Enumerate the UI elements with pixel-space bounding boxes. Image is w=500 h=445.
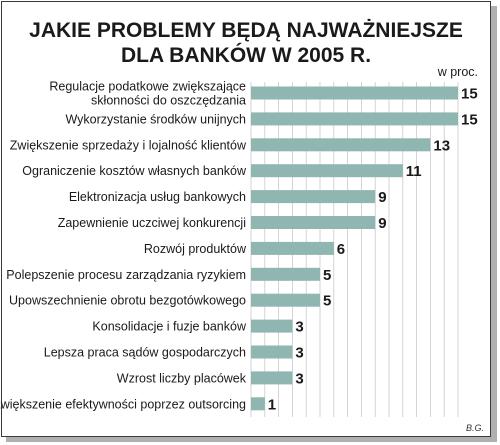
category-label: Zwiększenie sprzedaży i lojalność klient… (10, 138, 247, 152)
bar (251, 112, 458, 126)
category-label: Lepsza praca sądów gospodarczych (44, 346, 246, 360)
chart-frame (1, 1, 491, 437)
value-label: 15 (461, 86, 478, 103)
chart-title-line-2: DLA BANKÓW W 2005 R. (121, 43, 371, 67)
bar (251, 293, 320, 307)
bar (251, 86, 458, 100)
category-label: Regulacje podatkowe zwiększające (49, 80, 246, 94)
unit-label: w proc. (437, 65, 478, 79)
value-label: 1 (268, 396, 276, 413)
bar (251, 267, 320, 281)
bar (251, 216, 376, 229)
value-label: 9 (378, 189, 386, 206)
value-label: 9 (378, 215, 386, 232)
chart-title: JAKIE PROBLEMY BĘDĄ NAJWAŻNIEJSZE DLA BA… (29, 19, 463, 67)
value-label: 3 (295, 319, 303, 336)
category-label: Konsolidacje i fuzje banków (92, 320, 247, 334)
bar (251, 241, 334, 255)
category-label: skłonności do oszczędzania (91, 94, 246, 108)
bar (251, 164, 403, 178)
category-label: Zwiększenie efektywności poprzez outsorc… (0, 397, 246, 411)
author-credit: B.G. (466, 423, 484, 433)
value-label: 15 (461, 111, 478, 128)
category-label: Zapewnienie uczciwej konkurencji (58, 216, 246, 230)
value-label: 6 (337, 241, 345, 258)
value-label: 5 (323, 267, 331, 284)
value-label: 3 (295, 345, 303, 362)
bars (251, 86, 458, 411)
bar (251, 371, 293, 385)
value-label: 5 (323, 293, 331, 310)
category-label: Rozwój produktów (144, 242, 247, 256)
bar (251, 138, 431, 152)
bar (251, 190, 376, 204)
category-labels: Regulacje podatkowe zwiększająceskłonnoś… (0, 80, 247, 412)
category-label: Upowszechnienie obrotu bezgotówkowego (9, 294, 246, 308)
bar (251, 345, 293, 359)
chart-title-line-1: JAKIE PROBLEMY BĘDĄ NAJWAŻNIEJSZE (29, 19, 463, 42)
category-label: Ograniczenie kosztów własnych banków (22, 164, 247, 178)
category-label: Wzrost liczby placówek (117, 371, 247, 385)
bar (251, 397, 265, 411)
value-label: 13 (433, 137, 450, 154)
value-label: 11 (406, 163, 422, 180)
value-label: 3 (295, 370, 303, 387)
category-label: Elektronizacja usług bankowych (69, 190, 246, 204)
category-label: Wykorzystanie środków unijnych (65, 112, 246, 126)
category-label: Polepszenie procesu zarządzania ryzykiem (6, 268, 246, 282)
bar (251, 319, 293, 333)
